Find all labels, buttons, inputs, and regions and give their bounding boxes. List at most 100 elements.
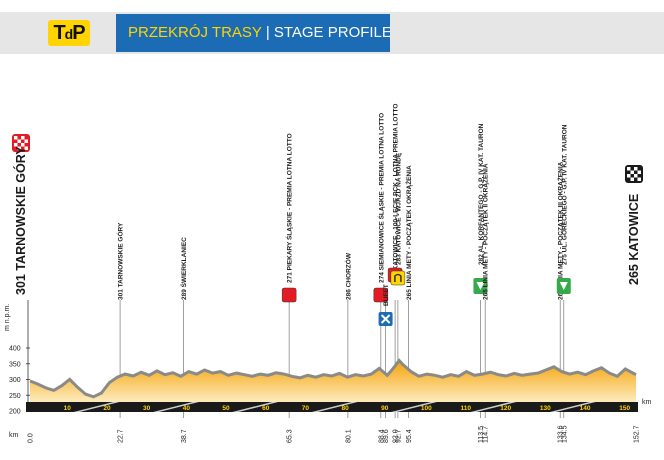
km-strip-band: [113, 402, 160, 412]
waypoint-km-label: 22.7: [118, 429, 125, 443]
strip-tick-label: 120: [500, 405, 511, 412]
km-strip-band: [311, 402, 358, 412]
logo-letter-d: d: [64, 26, 74, 42]
kom-icon-arrow: [476, 282, 485, 290]
waypoint-km-label: 92.0: [393, 429, 400, 443]
title-box: PRZEKRÓJ TRASY | STAGE PROFILE: [116, 14, 390, 52]
flag-square: [21, 143, 25, 147]
feed-zone-icon: [378, 312, 393, 326]
elevation-area: [30, 359, 636, 411]
waypoint-label: 283 KATOWICE - WJAZD NA RUNDĘ: [395, 152, 402, 265]
waypoint-km-label: 38.7: [181, 429, 188, 443]
sprint-icon: [373, 287, 389, 303]
strip-tick-label: 60: [262, 405, 270, 412]
flag-square: [24, 139, 28, 143]
circuit-icon-arch: [394, 273, 402, 282]
waypoint-km-label: 133.6: [558, 425, 565, 443]
waypoint-label: 271 PIEKARY ŚLĄSKIE - PREMIA LOTNA LOTTO: [285, 133, 294, 283]
flag-square: [21, 136, 25, 140]
flag-square: [634, 174, 638, 178]
strip-tick-label: 20: [103, 405, 111, 412]
logo-letter-t: T: [53, 22, 65, 44]
axis-layer: 200 250 300 350 400 m n.p.m. 10 20 30 40 50 60 70 80 9…: [4, 300, 652, 443]
finish-flag-icon: [625, 165, 643, 183]
strip-tick-label: 70: [302, 405, 310, 412]
x-axis-label: km: [9, 432, 19, 439]
y-tick-label: 350: [9, 361, 21, 368]
km-strip-band: [153, 402, 199, 412]
y-tick-label: 300: [9, 377, 21, 384]
waypoint-label: 265 LINIA METY - POCZĄTEK I OKRĄŻENIA: [405, 165, 413, 300]
waypoint-km-label: 95.4: [406, 429, 413, 443]
circuit-icon-bg: [390, 270, 406, 286]
waypoint-label: 275 UL. GÓRECKIEGO - G.P. IV KAT. TAURON: [559, 124, 568, 265]
waypoint-km-label: 114.7: [483, 426, 490, 443]
kom-icon-arrow: [559, 282, 568, 290]
y-tick-label: 400: [9, 346, 21, 353]
waypoint-label: 289 ŚWIERKLANIEC: [179, 237, 188, 300]
strip-unit-label: km: [642, 399, 652, 406]
strip-tick-label: 130: [540, 405, 551, 412]
title-english: STAGE PROFILE: [273, 24, 390, 41]
waypoint-label: 274 SIEMIANOWICE ŚLĄSKIE - PREMIA LOTNA …: [376, 113, 385, 283]
km-strip-band: [73, 402, 120, 412]
y-tick-label: 200: [9, 409, 21, 416]
waypoint-km-label: 80.1: [345, 429, 352, 443]
waypoint-km-label: 88.4: [378, 429, 385, 443]
flag-square: [17, 139, 21, 143]
tdp-logo: TdP: [48, 20, 90, 46]
strip-tick-label: 100: [421, 405, 432, 412]
strip-tick-label: 110: [461, 405, 472, 412]
stage-city-label: 265 KATOWICE: [627, 194, 641, 285]
kom-icon: [556, 278, 571, 294]
km-strip-band: [391, 402, 437, 412]
strip-tick-label: 150: [619, 405, 630, 412]
waypoint-km-label: 152.7: [634, 425, 641, 443]
km-strip-band: [351, 402, 398, 412]
elevation-line: [29, 358, 637, 399]
km-strip-band: [549, 402, 596, 412]
title-separator: |: [265, 24, 270, 41]
start-flag-icon: [12, 134, 30, 152]
km-strip-band: [272, 402, 318, 412]
waypoint-label: 265 LINIA METY - POCZĄTEK II OKRĄŻENIA: [482, 163, 490, 300]
circuit-icon: [390, 270, 406, 286]
waypoint-label: 301 TARNOWSKIE GÓRY: [116, 222, 125, 300]
km-strip-band: [430, 402, 477, 412]
flag-square: [14, 136, 18, 140]
km-strip-band: [192, 402, 239, 412]
km-strip-band: [510, 402, 556, 412]
feed-icon-cross: [380, 314, 391, 324]
flag-square: [24, 146, 28, 150]
waypoint-km-label: 113.5: [478, 426, 485, 443]
strip-tick-label: 10: [64, 405, 72, 412]
flag-square: [630, 177, 634, 181]
sprint-icon: [281, 287, 297, 303]
flag-square: [17, 146, 21, 150]
strip-tick-label: 40: [183, 405, 191, 412]
flag-square: [627, 167, 631, 171]
km-strip-band: [589, 402, 636, 412]
flag-square: [14, 143, 18, 147]
km-strip-band: [232, 402, 279, 412]
waypoint-km-label: 65.3: [287, 429, 294, 443]
waypoint-km-label: 89.6: [383, 429, 390, 443]
waypoint-km-label: 134.5: [561, 425, 568, 443]
waypoint-label: 265 LINIA METY - POCZĄTEK III OKRĄŻENIA: [557, 161, 565, 300]
title-polish: PRZEKRÓJ TRASY: [128, 24, 262, 41]
strip-tick-label: 140: [580, 405, 591, 412]
y-axis-label: m n.p.m.: [4, 304, 11, 331]
elevation-area-layer: [29, 358, 637, 411]
waypoint-km-label: 0.0: [28, 433, 35, 443]
km-strip-band: [470, 402, 517, 412]
flag-square: [627, 174, 631, 178]
flag-square: [630, 170, 634, 174]
flag-square: [634, 167, 638, 171]
flag-square: [637, 170, 641, 174]
flag-square: [637, 177, 641, 181]
strip-tick-label: 80: [341, 405, 349, 412]
strip-tick-label: 50: [222, 405, 230, 412]
stage-city-label: 301 TARNOWSKIE GÓRY: [13, 146, 28, 295]
waypoint-label: 283 KATOWICE - 100-LECIE PCK - LOTNA PRE…: [393, 104, 400, 283]
